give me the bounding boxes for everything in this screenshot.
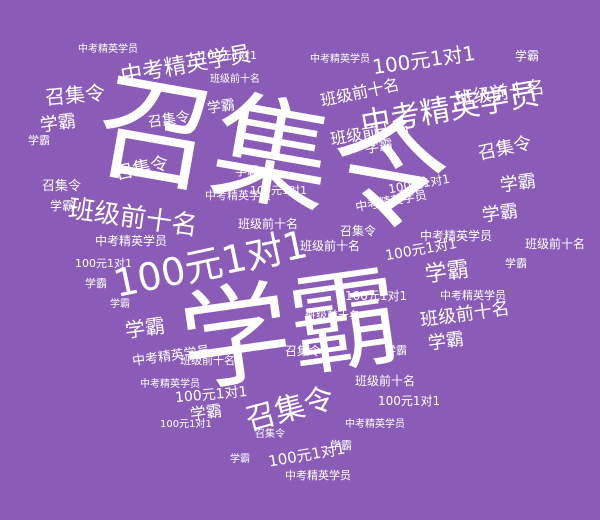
word-small-7: 召集令 (42, 179, 82, 194)
word-small-26: 班级前十名 (355, 374, 416, 388)
word-small-5: 班级前十名 (210, 74, 260, 85)
word-small-1: 中考精英学员 (78, 44, 138, 55)
word-small-36: 班级前十名 (180, 354, 235, 367)
word-xueba-3: 学霸 (480, 200, 520, 227)
word-small-13: 中考精英学员 (205, 189, 271, 202)
word-small-35: 学霸 (110, 299, 130, 310)
word-xueba-1: 学霸 (38, 110, 78, 137)
word-small-3: 中考精英学员 (310, 54, 370, 65)
word-small-34: 中考精英学员 (140, 379, 200, 390)
word-small-4: 学霸 (515, 49, 540, 63)
word-small-29: 学霸 (330, 439, 352, 452)
word-small-22: 100元1对1 (345, 289, 408, 303)
word-xueba-4: 学霸 (423, 257, 471, 288)
word-small-18: 中考精英学员 (420, 229, 493, 243)
word-xueba-9: 学霸 (364, 137, 394, 157)
word-small-17: 召集令 (340, 224, 377, 238)
word-small-2: 100元1对1 (200, 49, 257, 62)
word-small-11: 学霸 (85, 277, 107, 290)
word-xueba-5: 学霸 (123, 313, 167, 343)
word-small-15: 100元1对1 (250, 184, 307, 197)
word-small-28: 中考精英学员 (345, 419, 405, 430)
word-small-12: 班级前十名 (238, 217, 299, 231)
word-small-25: 学霸 (385, 344, 407, 357)
word-small-19: 班级前十名 (525, 237, 586, 251)
word-small-16: 班级前十名 (300, 239, 361, 253)
word-small-24: 召集令 (285, 344, 322, 358)
word-small-8: 学霸 (50, 199, 75, 213)
word-xueba-8: 学霸 (206, 97, 236, 117)
word-small-9: 中考精英学员 (95, 234, 168, 248)
word-small-21: 中考精英学员 (440, 289, 506, 302)
word-small-23: 班级前十名 (305, 309, 360, 322)
word-small-33: 100元1对1 (160, 419, 212, 430)
word-zhaojiling-1: 召集令 (44, 80, 106, 110)
word-xueba-6: 学霸 (426, 328, 466, 355)
word-small-10: 100元1对1 (75, 257, 132, 270)
word-small-30: 中考精英学员 (285, 469, 351, 482)
word-small-27: 100元1对1 (378, 394, 441, 408)
word-small-31: 召集令 (255, 429, 285, 440)
word-small-32: 学霸 (230, 454, 250, 465)
word-xueba-2: 学霸 (498, 170, 538, 197)
word-small-14: 学霸 (235, 164, 260, 178)
word-small-6: 学霸 (28, 134, 50, 147)
word-small-20: 学霸 (505, 257, 527, 270)
